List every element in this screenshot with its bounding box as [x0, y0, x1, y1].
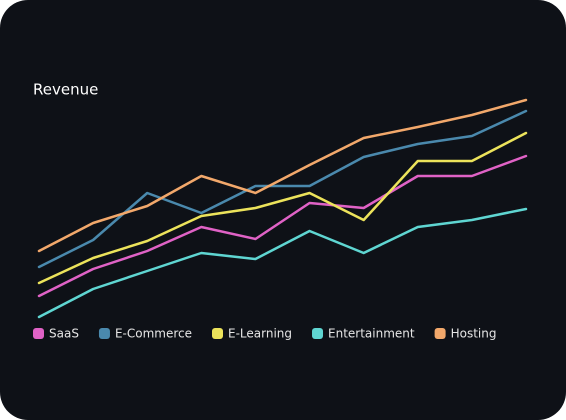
- legend-swatch: [33, 328, 44, 339]
- line-series: [37, 109, 528, 269]
- legend-swatch: [312, 328, 324, 339]
- legend-swatch: [98, 328, 110, 339]
- plot-area: [37, 98, 528, 319]
- legend-label: E-Learning: [228, 327, 292, 341]
- line-series: [37, 131, 528, 285]
- chart-title: Revenue: [33, 81, 98, 99]
- legend-label: SaaS: [49, 327, 79, 341]
- legend: SaaS E-Commerce E-Learning Entertainment Hos…: [33, 327, 497, 341]
- line-series: [37, 98, 528, 253]
- legend-swatch: [212, 328, 223, 339]
- line-series: [37, 207, 528, 319]
- legend-label: E-Commerce: [115, 327, 192, 341]
- legend-label: Entertainment: [328, 327, 415, 341]
- line-series: [37, 154, 528, 298]
- legend-swatch: [434, 328, 446, 339]
- legend-label: Hosting: [451, 327, 497, 341]
